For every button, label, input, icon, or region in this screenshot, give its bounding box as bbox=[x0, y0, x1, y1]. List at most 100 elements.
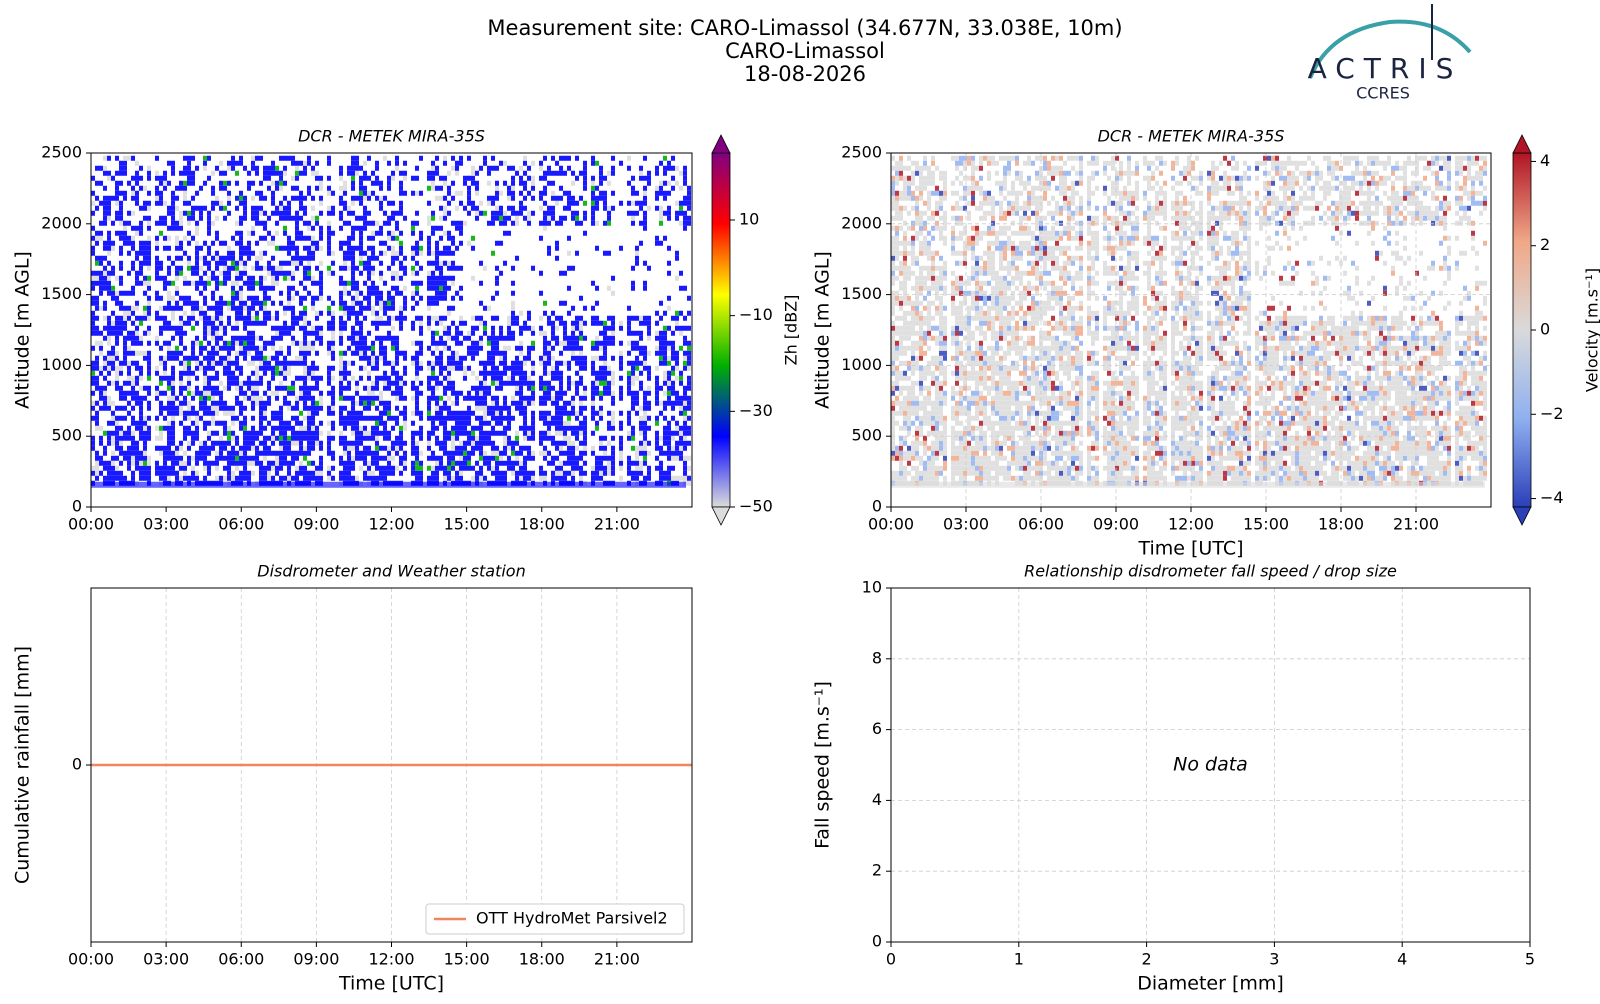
radar-pixel bbox=[135, 271, 139, 276]
radar-pixel bbox=[203, 371, 207, 376]
radar-pixel bbox=[519, 341, 523, 346]
radar-pixel bbox=[379, 421, 383, 426]
radar-pixel bbox=[111, 351, 115, 356]
radar-pixel bbox=[183, 276, 187, 281]
radar-pixel bbox=[491, 156, 495, 161]
radar-pixel bbox=[115, 231, 119, 236]
radar-pixel bbox=[635, 261, 639, 266]
radar-pixel bbox=[355, 156, 359, 161]
radar-pixel bbox=[499, 371, 503, 376]
radar-pixel bbox=[419, 451, 423, 456]
radar-pixel bbox=[663, 341, 667, 346]
radar-pixel bbox=[367, 406, 371, 411]
radar-pixel bbox=[119, 266, 123, 271]
radar-pixel bbox=[295, 396, 299, 401]
x-tick-label: 03:00 bbox=[143, 515, 189, 534]
radar-pixel bbox=[635, 316, 639, 321]
radar-pixel bbox=[103, 276, 107, 281]
radar-pixel bbox=[367, 191, 371, 196]
radar-pixel bbox=[295, 216, 299, 221]
radar-pixel bbox=[439, 416, 443, 421]
radar-pixel bbox=[555, 171, 559, 176]
radar-pixel bbox=[155, 296, 159, 301]
radar-pixel bbox=[351, 446, 355, 451]
radar-pixel bbox=[479, 456, 483, 461]
radar-pixel bbox=[243, 196, 247, 201]
radar-pixel bbox=[171, 171, 175, 176]
radar-pixel bbox=[891, 321, 895, 326]
radar-pixel bbox=[219, 181, 223, 186]
radar-pixel bbox=[643, 441, 647, 446]
radar-pixel bbox=[287, 386, 291, 391]
radar-pixel bbox=[243, 321, 247, 326]
radar-pixel bbox=[379, 401, 383, 406]
radar-pixel bbox=[303, 431, 307, 436]
radar-pixel bbox=[539, 166, 543, 171]
radar-pixel bbox=[347, 291, 351, 296]
radar-pixel bbox=[215, 401, 219, 406]
radar-pixel bbox=[383, 446, 387, 451]
radar-pixel bbox=[291, 256, 295, 261]
radar-pixel bbox=[275, 361, 279, 366]
radar-pixel bbox=[455, 166, 459, 171]
radar-pixel bbox=[143, 251, 147, 256]
radar-pixel bbox=[251, 431, 255, 436]
radar-pixel bbox=[895, 366, 899, 371]
radar-pixel bbox=[351, 301, 355, 306]
radar-pixel bbox=[591, 361, 595, 366]
radar-pixel bbox=[679, 371, 683, 376]
radar-pixel bbox=[687, 221, 691, 226]
radar-pixel bbox=[467, 466, 471, 471]
radar-pixel bbox=[219, 316, 223, 321]
radar-pixel bbox=[387, 316, 391, 321]
radar-pixel bbox=[343, 206, 347, 211]
radar-pixel bbox=[139, 321, 143, 326]
radar-pixel bbox=[551, 156, 555, 161]
radar-pixel bbox=[391, 306, 395, 311]
radar-pixel bbox=[467, 366, 471, 371]
radar-pixel bbox=[539, 271, 543, 276]
radar-pixel bbox=[419, 381, 423, 386]
radar-pixel bbox=[339, 476, 343, 481]
radar-pixel bbox=[243, 336, 247, 341]
radar-pixel bbox=[267, 241, 271, 246]
radar-pixel bbox=[603, 386, 607, 391]
radar-pixel bbox=[459, 466, 463, 471]
radar-pixel bbox=[543, 301, 547, 306]
radar-pixel bbox=[471, 236, 475, 241]
radar-pixel bbox=[431, 366, 435, 371]
radar-pixel bbox=[139, 371, 143, 376]
radar-pixel bbox=[607, 471, 611, 476]
radar-pixel bbox=[127, 236, 131, 241]
radar-pixel bbox=[527, 211, 531, 216]
radar-pixel bbox=[339, 226, 343, 231]
radar-pixel bbox=[671, 386, 675, 391]
radar-pixel bbox=[207, 421, 211, 426]
radar-pixel bbox=[675, 211, 679, 216]
radar-pixel bbox=[247, 346, 251, 351]
radar-pixel bbox=[403, 161, 407, 166]
radar-pixel bbox=[375, 166, 379, 171]
radar-pixel bbox=[479, 301, 483, 306]
radar-pixel bbox=[259, 381, 263, 386]
radar-pixel bbox=[203, 256, 207, 261]
radar-pixel bbox=[639, 421, 643, 426]
radar-pixel bbox=[499, 221, 503, 226]
radar-pixel bbox=[183, 371, 187, 376]
radar-pixel bbox=[543, 221, 547, 226]
radar-pixel bbox=[303, 371, 307, 376]
radar-pixel bbox=[99, 281, 103, 286]
radar-pixel bbox=[95, 466, 99, 471]
radar-pixel bbox=[555, 316, 559, 321]
radar-pixel bbox=[355, 166, 359, 171]
radar-pixel bbox=[319, 446, 323, 451]
radar-pixel bbox=[275, 171, 279, 176]
radar-pixel bbox=[367, 471, 371, 476]
radar-pixel bbox=[431, 286, 435, 291]
radar-pixel bbox=[519, 451, 523, 456]
radar-pixel bbox=[567, 421, 571, 426]
radar-pixel bbox=[343, 321, 347, 326]
radar-pixel bbox=[451, 451, 455, 456]
radar-pixel bbox=[375, 161, 379, 166]
radar-pixel bbox=[563, 341, 567, 346]
